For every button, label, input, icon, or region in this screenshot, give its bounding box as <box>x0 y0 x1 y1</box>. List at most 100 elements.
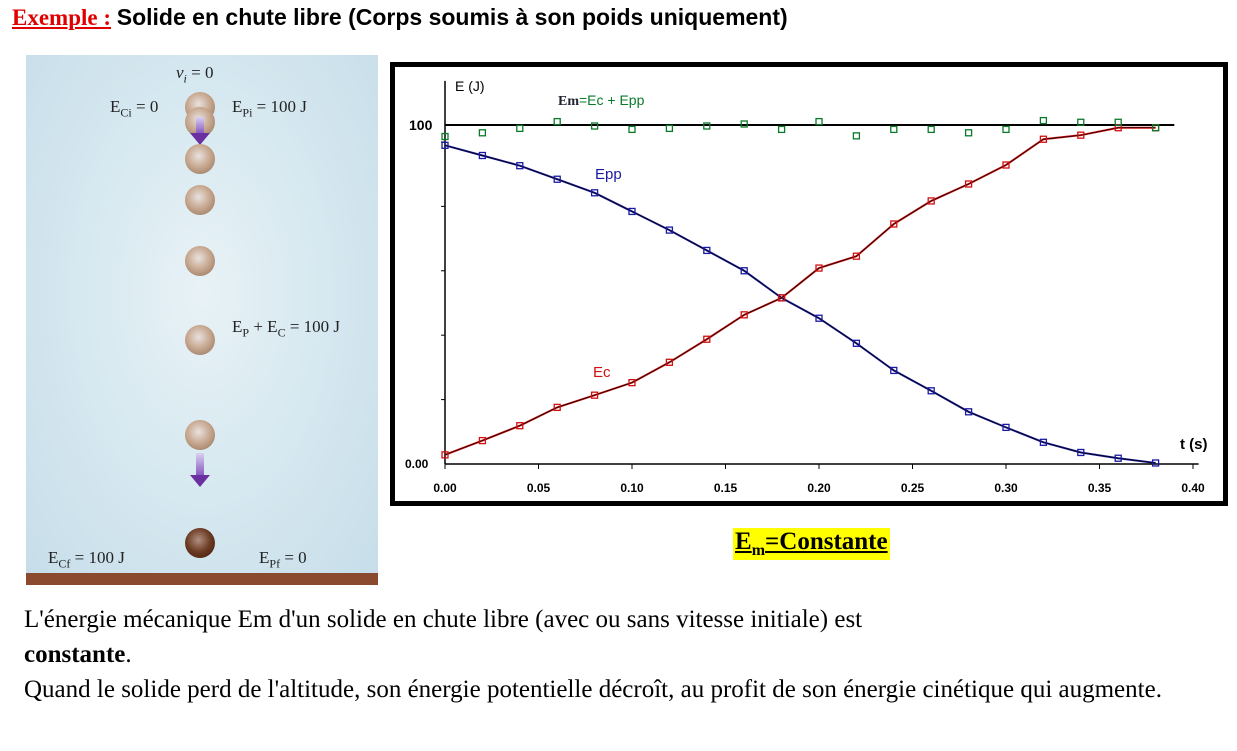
point-em <box>890 125 898 134</box>
point-em <box>852 132 861 140</box>
point-epp <box>890 366 898 375</box>
arrow-shaft <box>196 117 204 133</box>
x-axis-label: t (s) <box>1180 436 1208 453</box>
point-ec <box>964 180 973 188</box>
point-epp <box>1114 454 1122 462</box>
point-epp <box>740 267 748 275</box>
point-ec <box>665 358 674 366</box>
energy-chart: 0.00 0.05 0.10 0.15 0.20 0.25 0.30 0.35 0.40 0.00… <box>390 62 1228 506</box>
constant-energy-highlight: Em=Constante <box>733 528 890 560</box>
curve-epp <box>444 144 1156 464</box>
y-tick-label: 0.00 <box>405 457 429 471</box>
x-tick-label: 0.40 <box>1181 481 1205 495</box>
point-ec <box>703 335 711 343</box>
explanation-paragraph: L'énergie mécanique Em d'un solide en ch… <box>24 602 1224 707</box>
x-tick-label: 0.10 <box>620 481 644 495</box>
point-em <box>927 125 935 134</box>
ball <box>185 185 215 215</box>
y-axis-label: E (J) <box>455 78 485 94</box>
point-ec <box>478 436 487 445</box>
example-label: Exemple : <box>12 5 112 30</box>
point-epp <box>628 207 636 216</box>
point-epp <box>553 175 561 183</box>
point-em <box>478 129 487 137</box>
point-ec <box>890 220 898 228</box>
point-epp <box>1039 438 1048 446</box>
point-epp <box>478 151 487 160</box>
point-ec <box>852 252 861 260</box>
x-tick-label: 0.05 <box>527 481 551 495</box>
point-epp <box>516 162 524 170</box>
x-tick-label: 0.15 <box>714 481 738 495</box>
initial-kinetic-energy-label: ECi = 0 <box>110 97 159 120</box>
paragraph-dot: . <box>125 641 132 668</box>
epp-label: Epp <box>595 166 622 183</box>
point-ec <box>1002 161 1010 169</box>
x-tick-label: 0.00 <box>433 481 457 495</box>
ball <box>185 144 215 174</box>
point-em <box>590 122 599 130</box>
point-epp <box>852 339 861 347</box>
point-em <box>628 125 636 134</box>
point-epp <box>590 189 599 197</box>
point-epp <box>815 314 823 322</box>
point-em <box>777 125 786 134</box>
point-em <box>553 117 561 126</box>
point-em <box>665 124 674 133</box>
title-text: Solide en chute libre (Corps soumis à so… <box>116 4 788 30</box>
point-em <box>1039 116 1048 125</box>
point-ec <box>1077 131 1085 139</box>
x-tick-label: 0.20 <box>807 481 831 495</box>
total-energy-label: EP + EC = 100 J <box>232 317 341 340</box>
down-arrow-icon <box>190 133 210 145</box>
page-title: Exemple : Solide en chute libre (Corps s… <box>12 4 788 31</box>
point-em <box>703 122 711 130</box>
point-epp <box>1002 423 1010 432</box>
em-annotation: Em=Ec + Epp <box>558 92 645 109</box>
point-em <box>815 117 823 126</box>
point-ec <box>777 294 786 302</box>
point-epp <box>927 387 935 395</box>
free-fall-illustration: vi = 0 ECi = 0 EPi = 100 J EP + EC = 100… <box>26 55 378 585</box>
curve-epp-outline <box>444 145 1156 464</box>
point-ec <box>516 422 524 430</box>
x-tick-label: 0.35 <box>1088 481 1112 495</box>
ball <box>185 325 215 355</box>
initial-potential-energy-label: EPi = 100 J <box>232 97 307 120</box>
initial-velocity-label: vi = 0 <box>176 63 214 86</box>
y-tick-label: 100 <box>409 117 433 133</box>
ball <box>185 420 215 450</box>
x-tick-label: 0.25 <box>901 481 925 495</box>
point-epp <box>1151 459 1160 467</box>
paragraph-bold: constante <box>24 641 126 668</box>
x-tick-label: 0.30 <box>994 481 1018 495</box>
point-ec <box>553 403 561 412</box>
point-ec <box>927 197 935 205</box>
point-em <box>964 129 973 137</box>
arrow-shaft <box>196 453 204 475</box>
point-ec <box>590 391 599 399</box>
paragraph-line-1: L'énergie mécanique Em d'un solide en ch… <box>24 606 863 633</box>
point-epp <box>665 226 674 234</box>
point-em <box>1151 124 1160 132</box>
point-em <box>441 132 449 141</box>
point-em <box>1002 125 1010 134</box>
ball <box>185 246 215 276</box>
point-ec <box>815 264 823 272</box>
ball-on-ground <box>185 528 215 558</box>
point-epp <box>703 246 711 255</box>
point-epp <box>441 141 449 149</box>
point-em <box>516 124 524 133</box>
point-em <box>1114 118 1122 126</box>
energy-chart-svg: 0.00 0.05 0.10 0.15 0.20 0.25 0.30 0.35 0.40 0.00… <box>405 78 1208 495</box>
point-epp <box>964 408 973 416</box>
point-ec <box>740 311 748 319</box>
point-ec <box>628 378 636 387</box>
point-em <box>740 120 748 128</box>
ground <box>26 573 378 585</box>
point-ec <box>1039 135 1048 143</box>
final-potential-energy-label: EPf = 0 <box>259 548 307 571</box>
paragraph-line-2: Quand le solide perd de l'altitude, son … <box>24 676 1162 703</box>
point-ec <box>441 451 449 459</box>
point-epp <box>1077 448 1085 457</box>
